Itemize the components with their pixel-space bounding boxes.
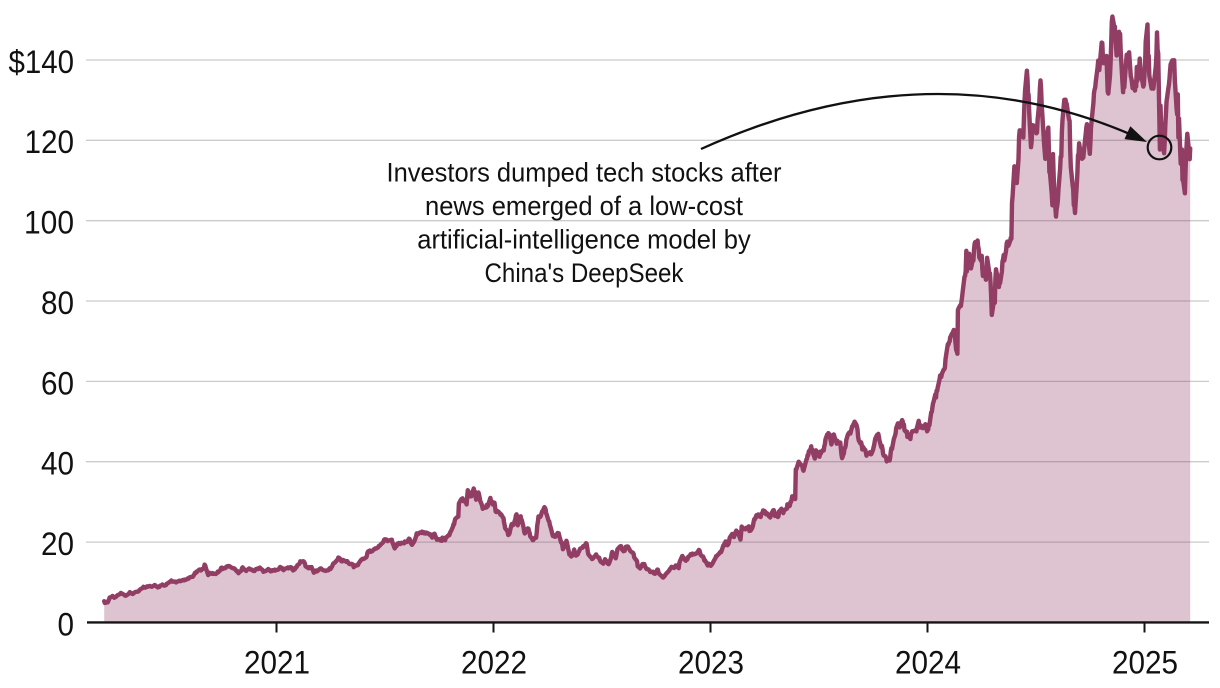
svg-text:100: 100: [24, 205, 74, 241]
svg-text:China's DeepSeek: China's DeepSeek: [485, 258, 684, 288]
svg-text:40: 40: [41, 446, 74, 482]
svg-text:2024: 2024: [895, 645, 961, 681]
svg-text:60: 60: [41, 365, 74, 401]
svg-text:0: 0: [58, 606, 75, 642]
svg-text:20: 20: [41, 526, 74, 562]
svg-text:2022: 2022: [461, 645, 527, 681]
svg-text:artificial-intelligence model: artificial-intelligence model by: [417, 225, 751, 255]
svg-text:2023: 2023: [678, 645, 744, 681]
svg-text:news emerged of a low-cost: news emerged of a low-cost: [425, 191, 743, 221]
svg-text:80: 80: [41, 285, 74, 321]
svg-text:2025: 2025: [1112, 645, 1178, 681]
svg-text:2021: 2021: [244, 645, 310, 681]
svg-text:Investors dumped tech stocks a: Investors dumped tech stocks after: [387, 158, 782, 188]
svg-text:$140: $140: [9, 44, 75, 80]
svg-text:120: 120: [25, 124, 75, 160]
